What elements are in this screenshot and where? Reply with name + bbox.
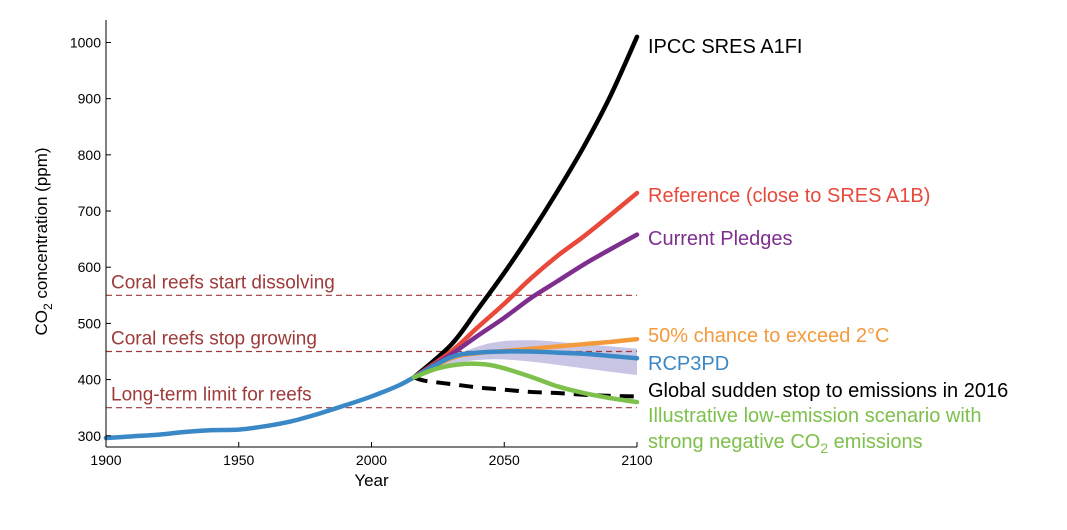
series-label: RCP3PD: [648, 353, 729, 375]
y-axis-title-rest: concentration (ppm): [32, 147, 51, 303]
x-tick-label: 2000: [356, 452, 387, 468]
series-line: [411, 190, 640, 380]
series-line: [411, 34, 640, 380]
y-tick-label: 1000: [70, 34, 101, 50]
y-tick-label: 600: [78, 259, 102, 275]
series-line: [103, 375, 417, 441]
x-axis-title: Year: [354, 471, 389, 490]
threshold-label: Long-term limit for reefs: [111, 385, 312, 406]
y-tick-label: 300: [78, 428, 102, 444]
labels-layer: IPCC SRES A1FI Reference (close to SRES A…: [648, 36, 1008, 456]
y-tick-label: 500: [78, 315, 102, 331]
y-tick-label: 800: [78, 147, 102, 163]
series-label-line2-rest: emissions: [828, 431, 922, 453]
y-tick-label: 900: [78, 91, 102, 107]
series-label-line2: strong negative CO2 emissions: [648, 431, 923, 456]
series-label: 50% chance to exceed 2°C: [648, 325, 889, 347]
series-line: [411, 349, 640, 380]
series-line: [411, 232, 640, 380]
series-label: IPCC SRES A1FI: [648, 36, 803, 58]
series-layer: [103, 34, 640, 441]
uncertainty-band: [413, 340, 637, 378]
x-tick-label: 2050: [489, 452, 520, 468]
y-tick-label: 400: [78, 372, 102, 388]
series-label: Current Pledges: [648, 228, 793, 250]
x-tick-label: 1950: [223, 452, 254, 468]
series-label: Global sudden stop to emissions in 2016: [648, 380, 1008, 402]
series-line: [413, 375, 638, 399]
uncertainty-band-layer: [413, 340, 637, 378]
x-tick-label: 1900: [90, 452, 121, 468]
y-axis-title-subscript: 2: [41, 303, 55, 310]
series-line: [411, 361, 640, 405]
x-tick-label: 2100: [621, 452, 652, 468]
threshold-layer: Coral reefs start dissolving Coral reefs …: [106, 272, 637, 409]
y-tick-label: 700: [78, 203, 102, 219]
series-label-line2-subscript: 2: [820, 440, 828, 456]
series-label: Illustrative low-emission scenario with: [648, 405, 981, 427]
threshold-label: Coral reefs stop growing: [111, 328, 317, 349]
y-axis-title-main: CO: [32, 310, 51, 336]
axes-layer: 300 400 500 600 700 800 900 1000 1900 1950 2000 205…: [32, 20, 653, 490]
series-label: Reference (close to SRES A1B): [648, 185, 930, 207]
series-label-line2-main: strong negative CO: [648, 431, 820, 453]
y-axis-title: CO2 concentration (ppm): [32, 147, 55, 335]
threshold-label: Coral reefs start dissolving: [111, 272, 335, 293]
